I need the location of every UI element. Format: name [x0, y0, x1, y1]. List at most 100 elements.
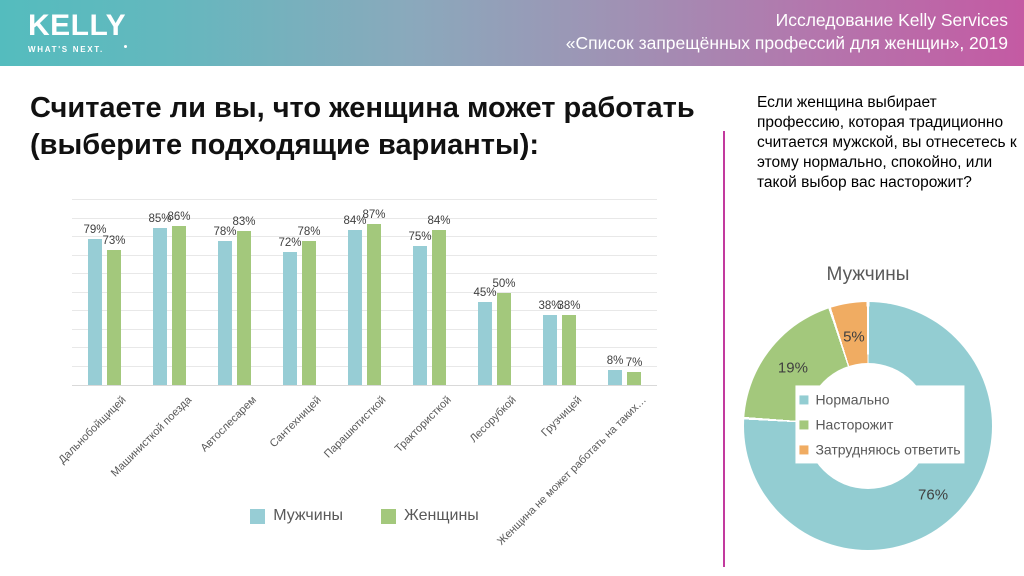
donut-legend: Нормально Насторожит Затрудняюсь ответить — [795, 385, 965, 464]
gridline — [72, 328, 657, 330]
bar-Женщины: 83% — [232, 216, 256, 385]
bar-rect — [218, 240, 232, 385]
donut-legend-label: Затрудняюсь ответить — [815, 441, 961, 458]
bar-value-label: 7% — [625, 357, 643, 370]
bar-Мужчины: 45% — [473, 287, 497, 385]
bar-value-label: 75% — [408, 231, 432, 244]
bar-rect — [478, 301, 492, 385]
bar-value-label: 45% — [473, 286, 497, 299]
category-label: Трактористкой — [392, 394, 454, 456]
bar-group: 79% 73% Дальнобойщицей — [57, 200, 137, 466]
bar-group: 72% 78% Сантехницей — [267, 200, 332, 450]
donut-slice-value: 5% — [843, 328, 865, 346]
bar-rect — [283, 251, 297, 385]
study-title-line2: «Список запрещённых профессий для женщин… — [565, 33, 1008, 53]
bar-group: 8% 7% Женщина не может работать на таких… — [495, 200, 657, 548]
bar-value-label: 72% — [278, 236, 302, 249]
bar-value-label: 79% — [83, 223, 107, 236]
bar-value-label: 85% — [148, 212, 172, 225]
bar-value-label: 78% — [297, 225, 321, 238]
bar-rect — [237, 231, 251, 385]
bar-Мужчины: 78% — [213, 226, 237, 385]
bar-group: 78% 83% Автослесарем — [199, 200, 267, 454]
bar-value-label: 38% — [557, 299, 581, 312]
donut-legend-label: Насторожит — [815, 416, 894, 433]
bar-value-label: 84% — [427, 214, 451, 227]
bar-rect — [153, 227, 167, 385]
bar-Женщины: 50% — [492, 278, 516, 385]
legend-swatch — [799, 444, 809, 454]
bar-rect — [367, 224, 381, 385]
bar-rect — [497, 292, 511, 385]
donut-chart-title: Мужчины — [826, 264, 910, 285]
bar-Женщины: 7% — [626, 357, 642, 385]
study-title-line1: Исследование Kelly Services — [775, 10, 1008, 30]
bar-Мужчины: 79% — [83, 224, 107, 385]
gridline — [72, 365, 657, 367]
bar-rect — [413, 246, 427, 385]
bar-Мужчины: 75% — [408, 231, 432, 385]
bar-value-label: 38% — [538, 299, 562, 312]
category-label: Дальнобойщицей — [56, 394, 129, 467]
bar-value-label: 83% — [232, 216, 256, 229]
bar-group: 85% 86% Машинисткой поезда — [109, 200, 202, 479]
donut-legend-item: Насторожит — [799, 416, 960, 432]
kelly-logo-text: KELLY — [28, 9, 127, 42]
donut-slice-value: 19% — [777, 359, 808, 377]
bar-group: 84% 87% Парашютисткой — [323, 200, 397, 460]
bar-Женщины: 78% — [297, 226, 321, 385]
side-question-text: Если женщина выбирает профессию, которая… — [757, 94, 1017, 191]
donut-legend-item: Нормально — [799, 391, 960, 407]
bar-Мужчины: 85% — [148, 213, 172, 385]
bar-value-label: 84% — [343, 214, 367, 227]
bar-Женщины: 38% — [557, 300, 581, 385]
bar-group: 45% 50% Лесорубкой — [462, 200, 527, 446]
gridline — [72, 236, 657, 237]
legend-swatch — [799, 419, 809, 429]
gridline — [72, 273, 657, 274]
donut-slice-value: 76% — [918, 486, 949, 504]
legend-label: Женщины — [404, 507, 479, 524]
legend-swatch — [381, 508, 397, 524]
bar-rect — [543, 314, 557, 385]
gridline — [72, 291, 657, 293]
bar-value-label: 78% — [213, 225, 237, 238]
page-title: Считаете ли вы, что женщина может работа… — [30, 92, 695, 161]
legend-item-Мужчины: Мужчины — [250, 507, 343, 525]
registered-mark-dot — [124, 45, 127, 48]
bar-Мужчины: 72% — [278, 237, 302, 385]
bar-value-label: 50% — [492, 277, 516, 290]
bar-group: 38% 38% Грузчицей — [527, 200, 592, 439]
bar-rect — [302, 240, 316, 385]
bar-rect — [88, 238, 102, 385]
legend-item-Женщины: Женщины — [381, 507, 479, 525]
bar-rect — [172, 225, 186, 385]
bar-value-label: 8% — [606, 355, 624, 368]
gridline — [72, 254, 657, 256]
bar-rect — [348, 229, 362, 385]
bar-chart-plot-area: 79% 73% Дальнобойщицей 85% 86% Машинисткой по… — [57, 199, 657, 548]
category-label: Сантехницей — [267, 394, 324, 451]
kelly-logo: KELLY WHAT'S NEXT. — [28, 9, 127, 54]
bar-rect — [107, 249, 121, 385]
category-label: Автослесарем — [198, 394, 259, 455]
donut-legend-label: Нормально — [815, 391, 890, 408]
gridline — [72, 217, 657, 219]
bar-value-label: 87% — [362, 209, 386, 222]
bar-Мужчины: 8% — [607, 355, 623, 385]
bar-rect — [562, 314, 576, 385]
bar-Мужчины: 84% — [343, 215, 367, 385]
study-title: Исследование Kelly Services «Список запр… — [566, 9, 1008, 55]
bar-Женщины: 87% — [362, 209, 386, 385]
vertical-divider — [723, 131, 725, 567]
gridline — [72, 199, 657, 200]
bar-rect — [432, 229, 446, 385]
legend-label: Мужчины — [273, 507, 344, 524]
bar-rect — [608, 370, 622, 385]
header-banner: KELLY WHAT'S NEXT. Исследование Kelly Se… — [0, 0, 1024, 66]
donut-chart: 76% 19% 5% Нормально Насторожит Затрудняюсь о… — [744, 302, 992, 550]
bar-value-label: 86% — [167, 210, 191, 223]
bar-value-label: 73% — [102, 234, 126, 247]
category-label: Парашютисткой — [322, 394, 389, 461]
